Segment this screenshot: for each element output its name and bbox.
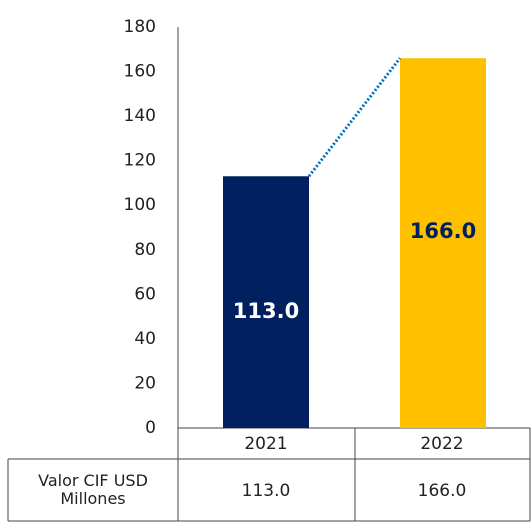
series-name: Valor CIF USD Millones — [38, 470, 148, 508]
table-value: 113.0 — [242, 481, 291, 501]
y-tick-label: 160 — [124, 62, 156, 82]
y-tick-label: 40 — [134, 329, 156, 349]
y-tick-label: 80 — [134, 240, 156, 260]
connector-line — [307, 57, 402, 178]
y-tick-label: 140 — [124, 106, 156, 126]
bar — [400, 58, 486, 428]
y-tick-label: 60 — [134, 284, 156, 304]
x-tick-label: 2021 — [244, 434, 287, 454]
y-tick-label: 0 — [145, 418, 156, 438]
x-tick-label: 2022 — [420, 434, 463, 454]
data-label: 166.0 — [410, 219, 476, 243]
y-tick-label: 20 — [134, 373, 156, 393]
data-label: 113.0 — [233, 299, 299, 323]
bar — [223, 176, 309, 428]
y-tick-label: 180 — [124, 17, 156, 37]
y-tick-label: 100 — [124, 195, 156, 215]
table-value: 166.0 — [418, 481, 467, 501]
y-tick-label: 120 — [124, 151, 156, 171]
series-name-cell: Valor CIF USD Millones — [38, 470, 148, 508]
